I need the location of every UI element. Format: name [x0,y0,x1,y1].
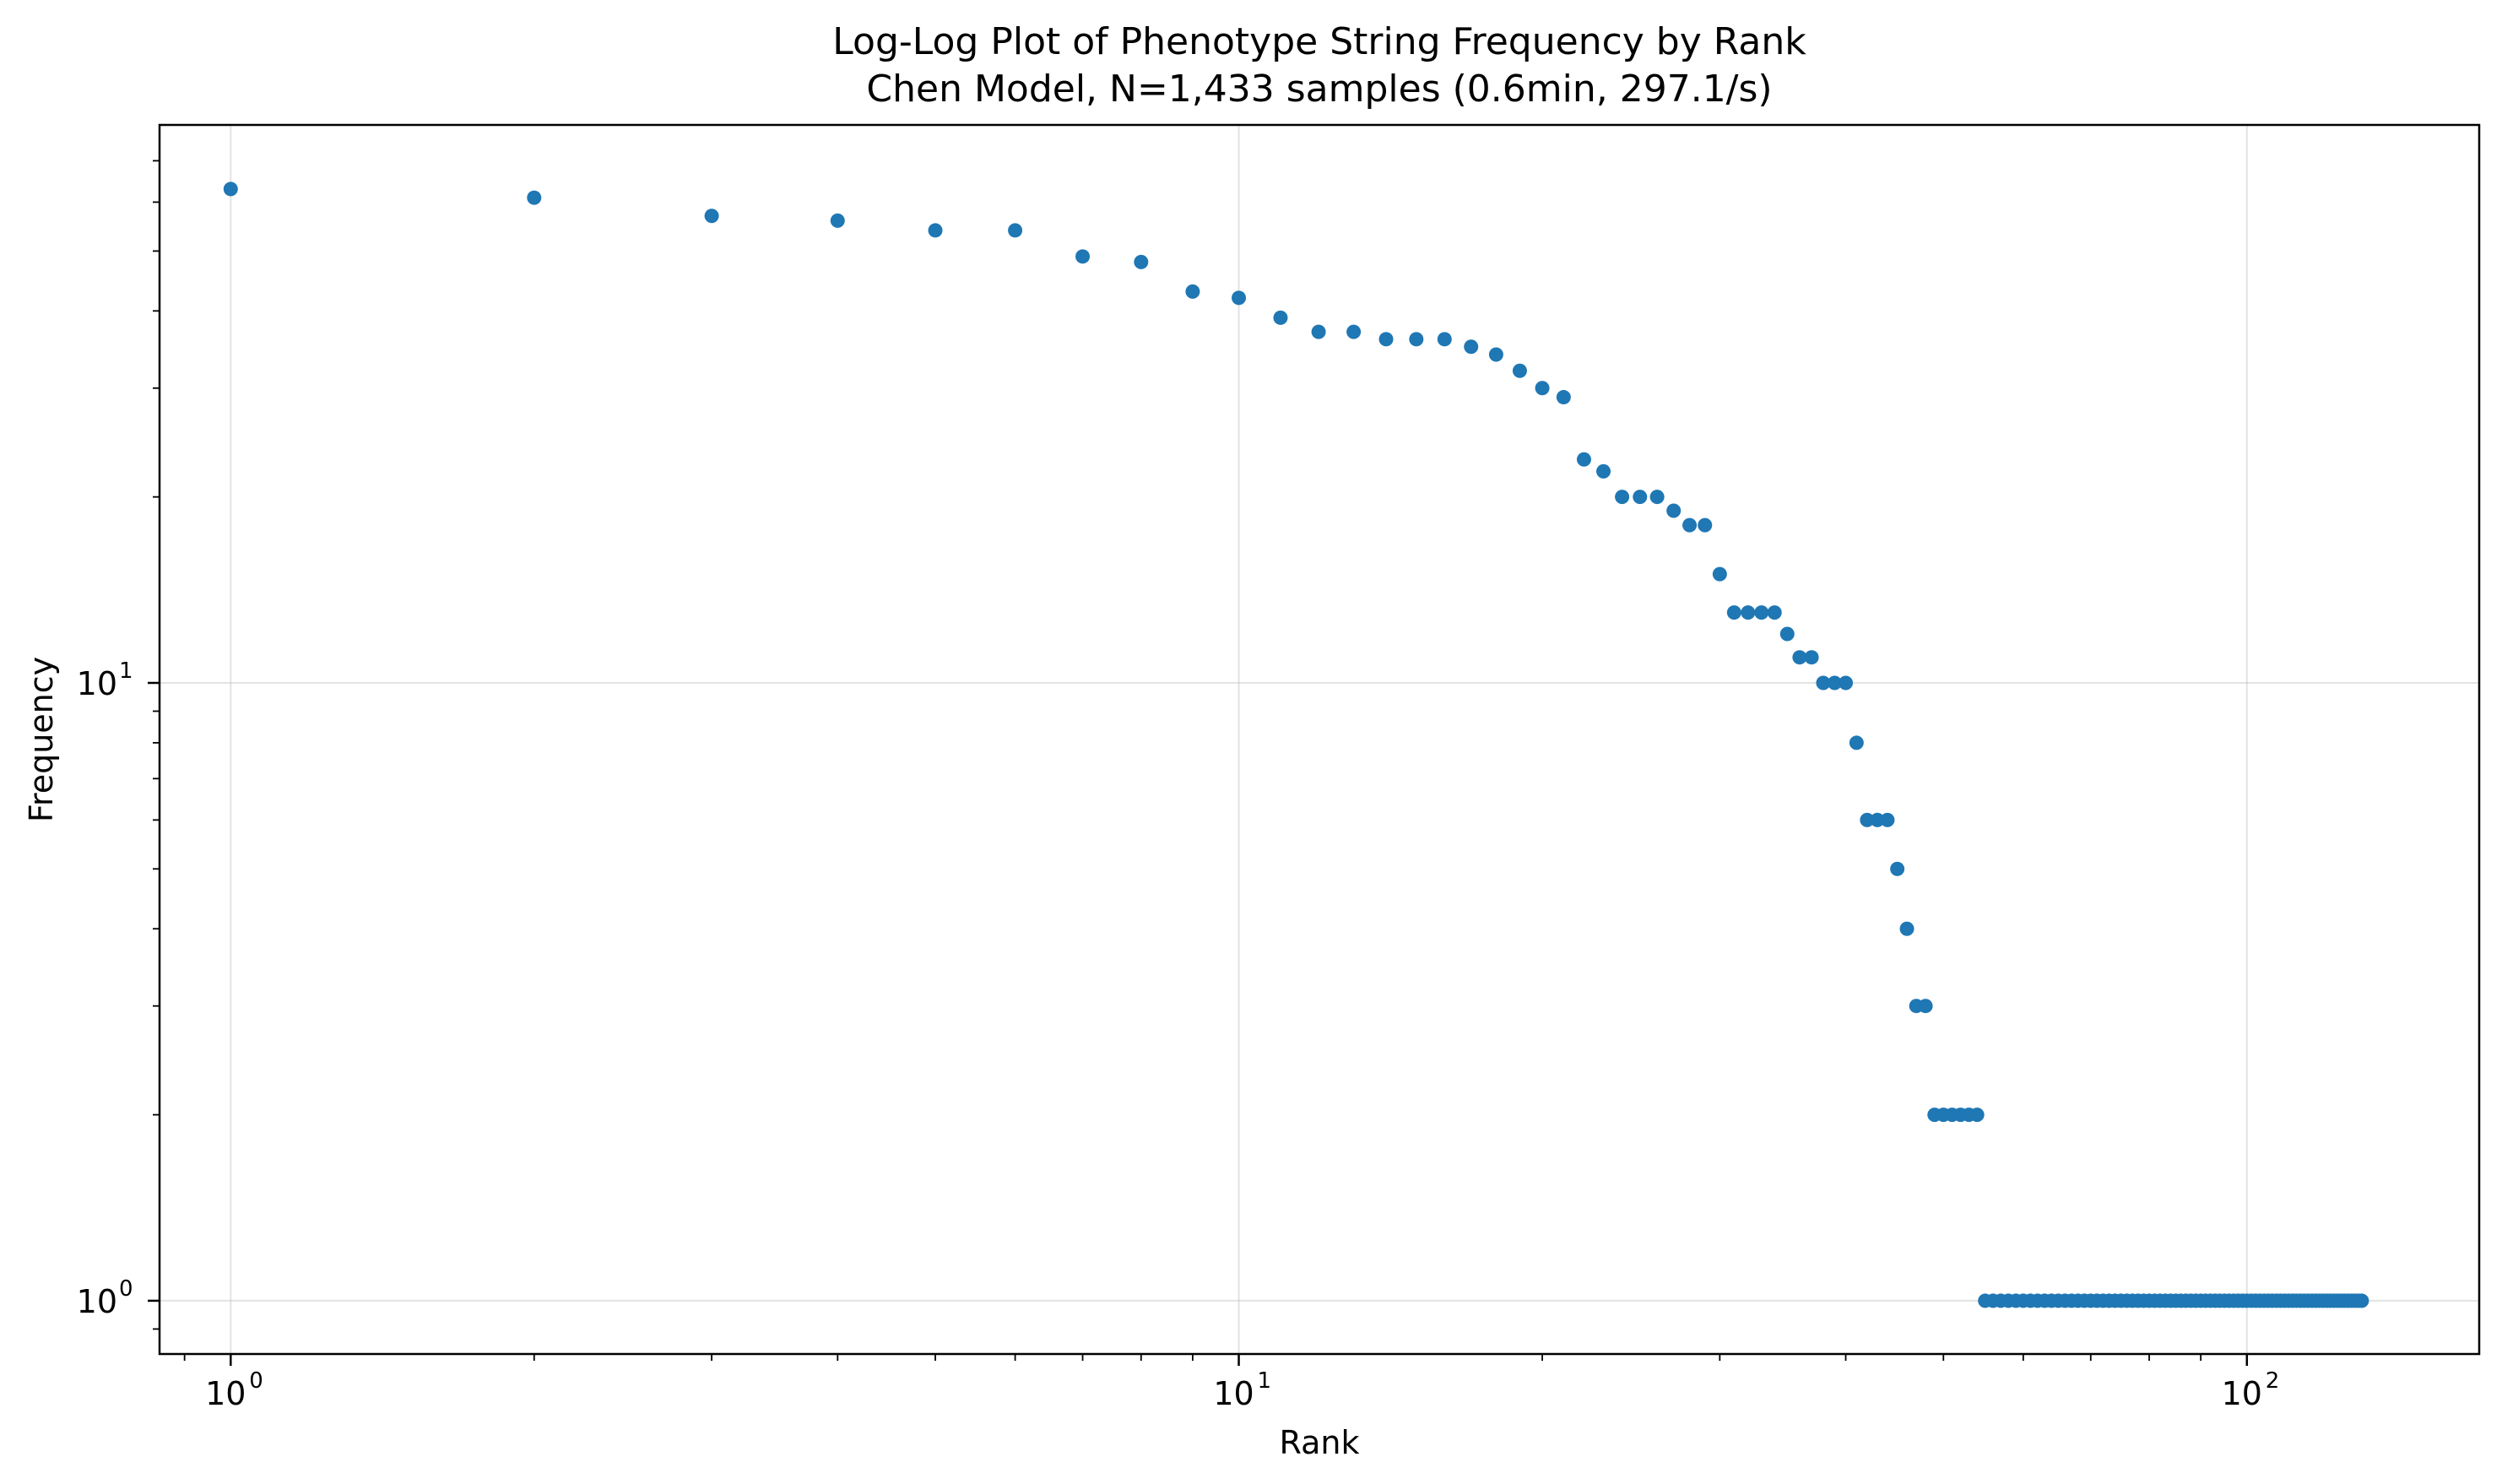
data-point [1741,605,1756,620]
y-tick-exponent: 1 [119,658,133,684]
y-tick-label: 10 0 [77,1276,133,1320]
chart-subtitle: Chen Model, N=1,433 samples (0.6min, 297… [866,68,1772,111]
data-point [1779,626,1795,642]
data-point [1698,517,1713,533]
data-point [1576,452,1591,467]
y-axis-label: Frequency [23,657,60,822]
data-point [1075,249,1091,264]
data-point [1969,1108,1985,1123]
data-point [1378,332,1394,347]
data-point [1649,490,1665,505]
x-tick-label: 10 2 [2222,1368,2280,1412]
chart-title: Log-Log Plot of Phenotype String Frequen… [832,20,1806,63]
data-point [1512,363,1527,378]
data-points [223,181,2369,1308]
x-tick-label: 10 0 [205,1368,263,1412]
x-tick-exponent: 1 [1258,1368,1272,1394]
data-point [1899,921,1914,936]
data-point [1918,999,1933,1014]
data-point [704,209,719,224]
y-tick-label: 10 1 [77,658,133,702]
data-point [1346,324,1362,339]
data-point [1409,332,1424,347]
data-point [830,213,845,228]
data-point [1804,650,1819,665]
data-point [1535,381,1550,396]
data-point [1008,223,1023,238]
data-point [223,181,238,197]
plot-frame [158,123,2481,1356]
data-point [1754,605,1769,620]
data-point [1827,675,1842,691]
data-point [1682,517,1698,533]
data-point [1311,324,1326,339]
x-tick-label: 10 1 [1213,1368,1271,1412]
y-tick-base: 10 [77,665,117,702]
data-point [1816,675,1831,691]
data-point [1849,735,1864,750]
data-point [1615,490,1630,505]
data-point [1273,310,1288,325]
data-point [1633,490,1648,505]
data-point [928,223,943,238]
data-point [1767,605,1782,620]
data-point [1860,812,1875,827]
data-point [1712,566,1727,582]
data-point [1232,290,1247,306]
data-point [1185,284,1200,299]
x-tick-base: 10 [1213,1375,1254,1412]
y-tick-exponent: 0 [119,1276,133,1302]
data-point [1890,861,1905,876]
data-point [527,190,542,205]
data-point [1596,463,1611,479]
data-point [1792,650,1807,665]
data-point [1488,347,1503,362]
data-point [1437,332,1452,347]
x-tick-base: 10 [205,1375,246,1412]
x-tick-base: 10 [2222,1375,2262,1412]
data-point [1880,812,1895,827]
data-point [1134,254,1149,269]
data-point [1726,605,1741,620]
x-axis-label: Rank [1280,1424,1360,1461]
data-point [2354,1293,2369,1308]
data-point [1556,390,1571,405]
data-point [1870,812,1885,827]
data-point [1464,339,1479,355]
axis-ticks: 10 0 10 1 10 210 010 1 [77,160,2280,1412]
x-tick-exponent: 2 [2266,1368,2280,1394]
data-point [1839,675,1854,691]
x-tick-exponent: 0 [249,1368,263,1394]
y-tick-base: 10 [77,1283,117,1320]
data-point [1666,503,1682,518]
